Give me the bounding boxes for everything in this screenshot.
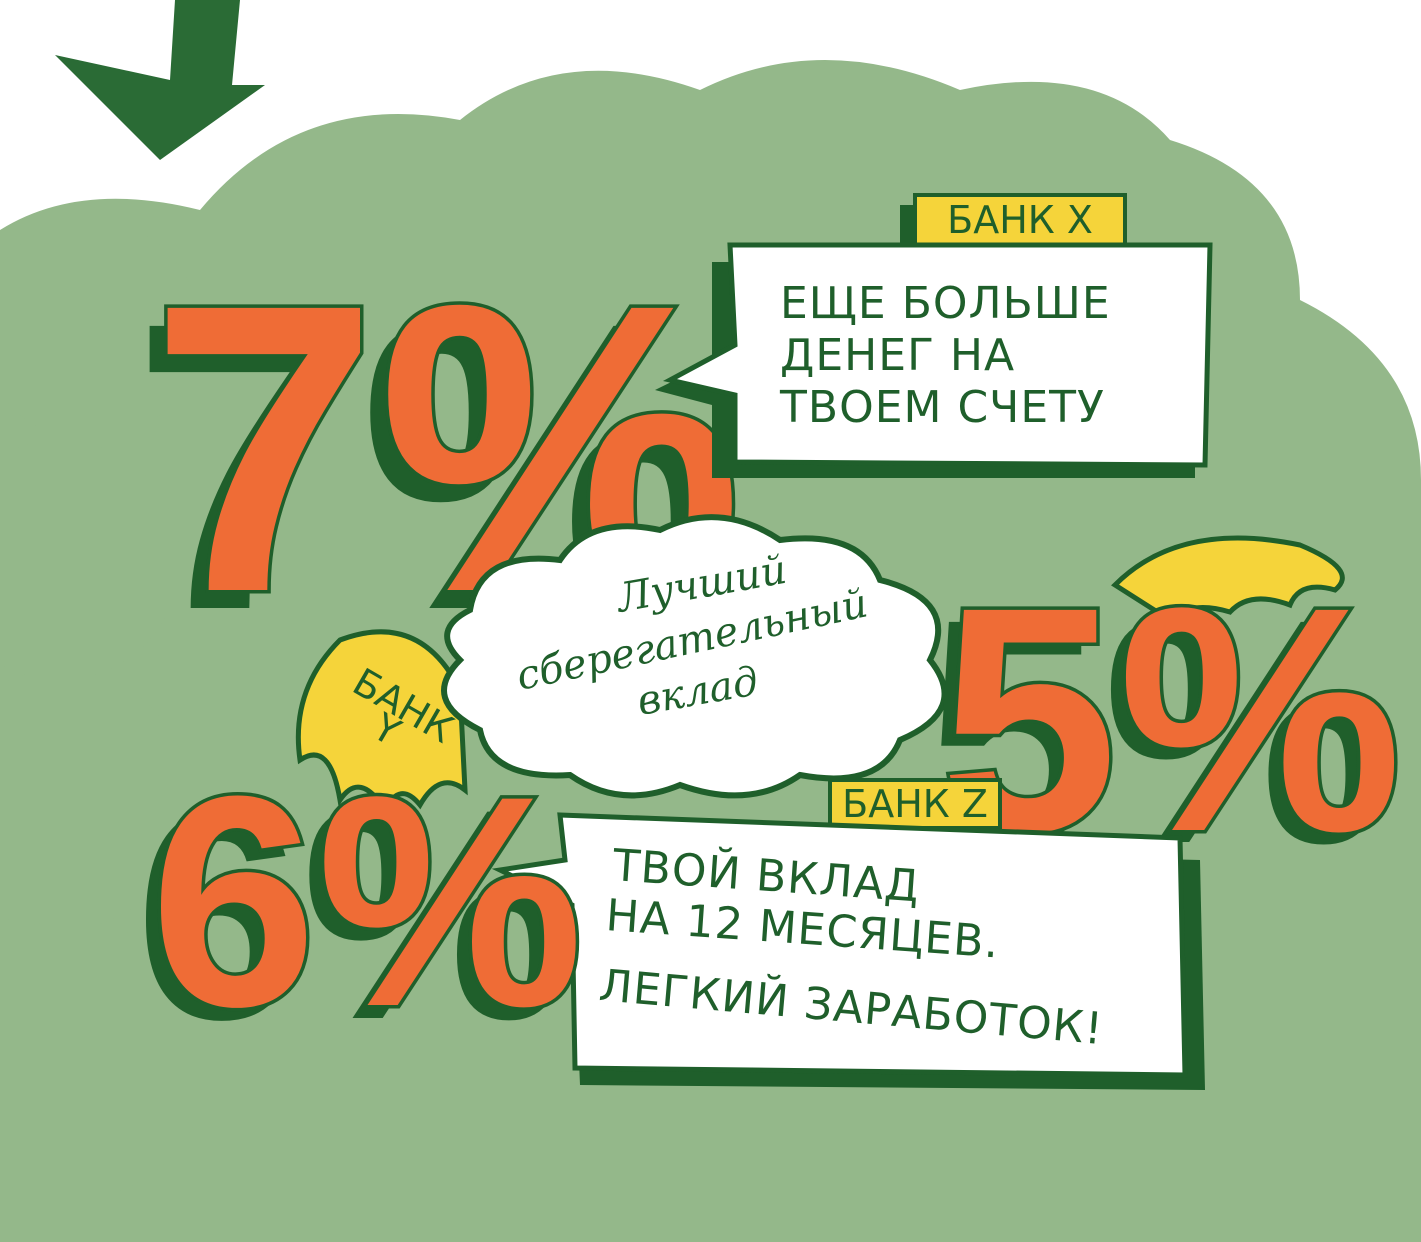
- wing: [295, 629, 468, 816]
- rate-7: 7%: [150, 219, 743, 677]
- bank-label: БАНК Z: [842, 782, 988, 826]
- message-line: ЕЩЕ БОЛЬШЕ: [780, 278, 1111, 329]
- bank-label: БАНК X: [947, 198, 1093, 242]
- rate-6: 6%: [150, 733, 584, 1069]
- message-line: ДЕНЕГ НА: [780, 330, 1015, 381]
- wing: [1111, 535, 1345, 624]
- cloud: [441, 514, 948, 799]
- speech-box: [491, 812, 1188, 1078]
- speech-box: [662, 242, 1213, 468]
- message-line: ТВОЕМ СЧЕТУ: [779, 382, 1105, 433]
- bank-label-box: [828, 778, 1002, 830]
- down-arrow: [55, 0, 265, 160]
- rate-shadow: 6%: [135, 746, 569, 1082]
